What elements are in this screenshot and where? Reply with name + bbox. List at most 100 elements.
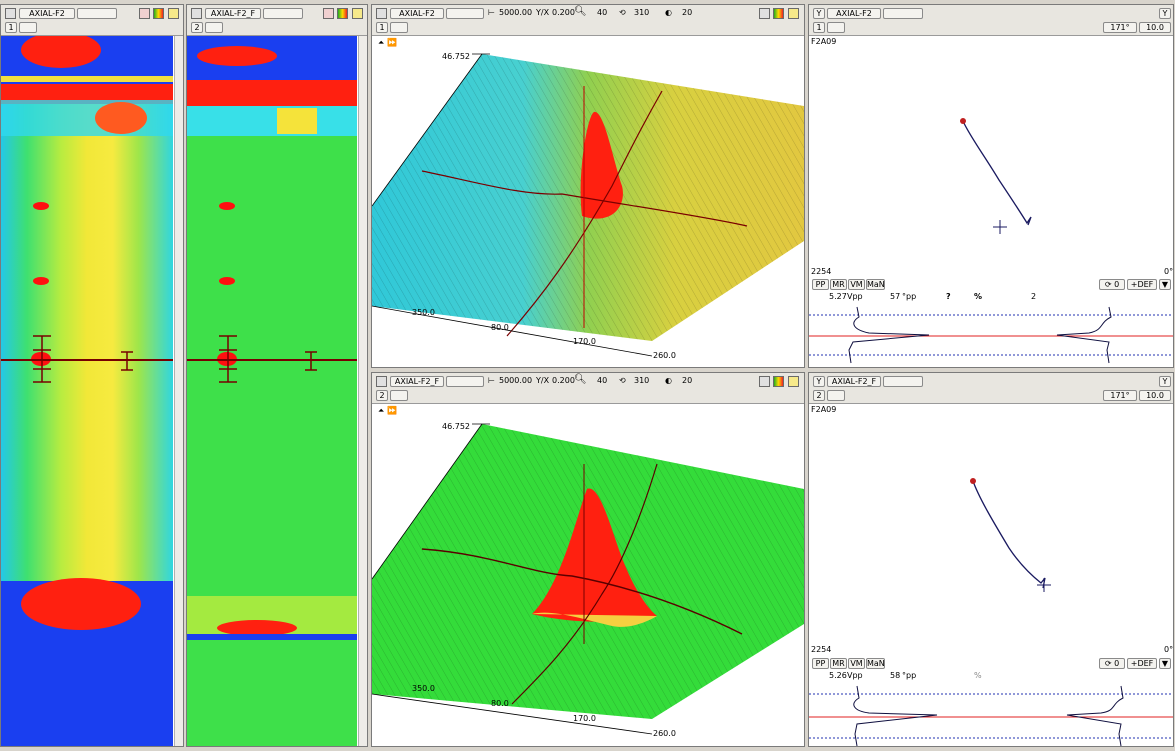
view3d-bot-page-button[interactable]: 2 — [376, 390, 388, 401]
window-menu-icon[interactable] — [376, 376, 387, 387]
view3d-bot-blank-button-2[interactable] — [390, 390, 408, 401]
strip-chart-axial-f2-f: AXIAL-F2_F 2 — [186, 4, 368, 747]
display-icon[interactable] — [759, 8, 770, 19]
tilt-icon[interactable]: ◐ — [665, 8, 672, 17]
window-menu-icon[interactable] — [376, 8, 387, 19]
pin-icon[interactable] — [788, 376, 799, 387]
lissajous-bottom: Y AXIAL-F2_F Y 2 171° 10.0 F2A09 2254 0°… — [808, 372, 1174, 747]
vm-button[interactable]: VM — [848, 279, 865, 290]
filter-y-button-right[interactable]: Y — [1159, 376, 1171, 387]
view3d-bot-blank-button[interactable] — [446, 376, 484, 387]
strip2-blank-button[interactable] — [263, 8, 303, 19]
view3d-bot-tick-3: 260.0 — [653, 729, 676, 738]
view3d-top-v1[interactable]: 40 — [597, 8, 608, 17]
palette-icon[interactable] — [773, 376, 784, 387]
strip1-page-button[interactable]: 1 — [5, 22, 17, 33]
lissa-bot-pct-unit: °pp — [902, 671, 917, 680]
view3d-bot-yx[interactable]: 0.200 — [552, 376, 575, 385]
lissa-bot-channel-select[interactable]: AXIAL-F2_F — [827, 376, 881, 387]
rotate-icon[interactable]: ⟲ — [619, 376, 626, 385]
view3d-top-channel-select[interactable]: AXIAL-F2 — [390, 8, 444, 19]
window-menu-icon[interactable] — [191, 8, 202, 19]
strip2-colormap — [187, 36, 357, 746]
def-dropdown-button[interactable]: ▼ — [1159, 658, 1171, 669]
strip1-channel-select[interactable]: AXIAL-F2 — [19, 8, 75, 19]
expand-icon[interactable]: ⏶ ⏩ — [378, 406, 397, 415]
pp-button[interactable]: PP — [812, 279, 829, 290]
palette-icon[interactable] — [773, 8, 784, 19]
rotate-zero-button[interactable]: ⟳ 0 — [1099, 279, 1125, 290]
view3d-bot-v2[interactable]: 310 — [634, 376, 650, 385]
pin-icon[interactable] — [352, 8, 363, 19]
rotate-zero-button[interactable]: ⟳ 0 — [1099, 658, 1125, 669]
strip1-scrollbar[interactable] — [174, 36, 183, 746]
view3d-top-page-button[interactable]: 1 — [376, 22, 388, 33]
lissa-top-n: 2 — [1031, 292, 1037, 301]
def-button[interactable]: +DEF — [1127, 279, 1157, 290]
view3d-top-zmax: 46.752 — [442, 52, 470, 61]
lissa-bot-blank-button-2[interactable] — [827, 390, 845, 401]
view3d-bot-v3[interactable]: 20 — [682, 376, 693, 385]
view3d-top-yx[interactable]: 0.200 — [552, 8, 575, 17]
view3d-top-span: 5000.00 — [499, 8, 533, 17]
lissa-top-angle[interactable]: 171° — [1103, 22, 1137, 33]
lissa-top-blank-button[interactable] — [883, 8, 923, 19]
view3d-bot-v1[interactable]: 40 — [597, 376, 608, 385]
man-button[interactable]: MaN — [866, 279, 885, 290]
span-icon: ⊢ — [488, 376, 495, 385]
view3d-bot-yx-label: Y/X — [536, 376, 550, 385]
filter-y-button-right[interactable]: Y — [1159, 8, 1171, 19]
strip1-colormap — [1, 36, 173, 746]
lissa-top-page-button[interactable]: 1 — [813, 22, 825, 33]
strip1-blank-button-2[interactable] — [19, 22, 37, 33]
pp-button[interactable]: PP — [812, 658, 829, 669]
lissa-bot-vpp-val: 5.26 — [829, 671, 847, 680]
window-menu-icon[interactable] — [5, 8, 16, 19]
filter-y-button[interactable]: Y — [813, 376, 825, 387]
span-icon: ⊢ — [488, 8, 495, 17]
filter-y-button[interactable]: Y — [813, 8, 825, 19]
view3d-bot-tick-0: 350.0 — [412, 684, 435, 693]
def-button[interactable]: +DEF — [1127, 658, 1157, 669]
lissa-bot-scale[interactable]: 10.0 — [1139, 390, 1171, 401]
expand-icon[interactable]: ⏶ ⏩ — [378, 38, 397, 47]
view3d-top-surface — [372, 53, 804, 357]
def-dropdown-button[interactable]: ▼ — [1159, 279, 1171, 290]
view3d-bot-zmax: 46.752 — [442, 422, 470, 431]
strip2-page-button[interactable]: 2 — [191, 22, 203, 33]
settings-icon[interactable] — [323, 8, 334, 19]
rotate-icon[interactable]: ⟲ — [619, 8, 626, 17]
man-button[interactable]: MaN — [866, 658, 885, 669]
view3d-top-blank-button-2[interactable] — [390, 22, 408, 33]
vm-button[interactable]: VM — [848, 658, 865, 669]
lissa-bot-blank-button[interactable] — [883, 376, 923, 387]
settings-icon[interactable] — [139, 8, 150, 19]
lissa-top-blank-button-2[interactable] — [827, 22, 845, 33]
mr-button[interactable]: MR — [830, 658, 847, 669]
strip2-channel-select[interactable]: AXIAL-F2_F — [205, 8, 261, 19]
tilt-icon[interactable]: ◐ — [665, 376, 672, 385]
lissa-top-scale[interactable]: 10.0 — [1139, 22, 1171, 33]
strip1-blank-button[interactable] — [77, 8, 117, 19]
strip2-scrollbar[interactable] — [358, 36, 367, 746]
view3d-top-blank-button[interactable] — [446, 8, 484, 19]
pin-icon[interactable] — [168, 8, 179, 19]
view3d-top-v2[interactable]: 310 — [634, 8, 650, 17]
view3d-bot-surface — [372, 423, 804, 735]
palette-icon[interactable] — [153, 8, 164, 19]
pin-icon[interactable] — [788, 8, 799, 19]
mr-button[interactable]: MR — [830, 279, 847, 290]
view3d-top-tick-1: 80.0 — [491, 323, 509, 332]
palette-icon[interactable] — [337, 8, 348, 19]
strip2-blank-button-2[interactable] — [205, 22, 223, 33]
zoom-icon[interactable]: 🔍︎ — [574, 6, 587, 17]
view3d-bot-channel-select[interactable]: AXIAL-F2_F — [390, 376, 444, 387]
lissa-bot-page-button[interactable]: 2 — [813, 390, 825, 401]
zoom-icon[interactable]: 🔍︎ — [574, 374, 587, 385]
view3d-top-v3[interactable]: 20 — [682, 8, 693, 17]
lissa-bot-br: 0° — [1164, 645, 1174, 654]
lissa-bot-angle[interactable]: 171° — [1103, 390, 1137, 401]
strip1-toolbar: AXIAL-F2 1 — [1, 5, 183, 36]
display-icon[interactable] — [759, 376, 770, 387]
lissa-top-channel-select[interactable]: AXIAL-F2 — [827, 8, 881, 19]
